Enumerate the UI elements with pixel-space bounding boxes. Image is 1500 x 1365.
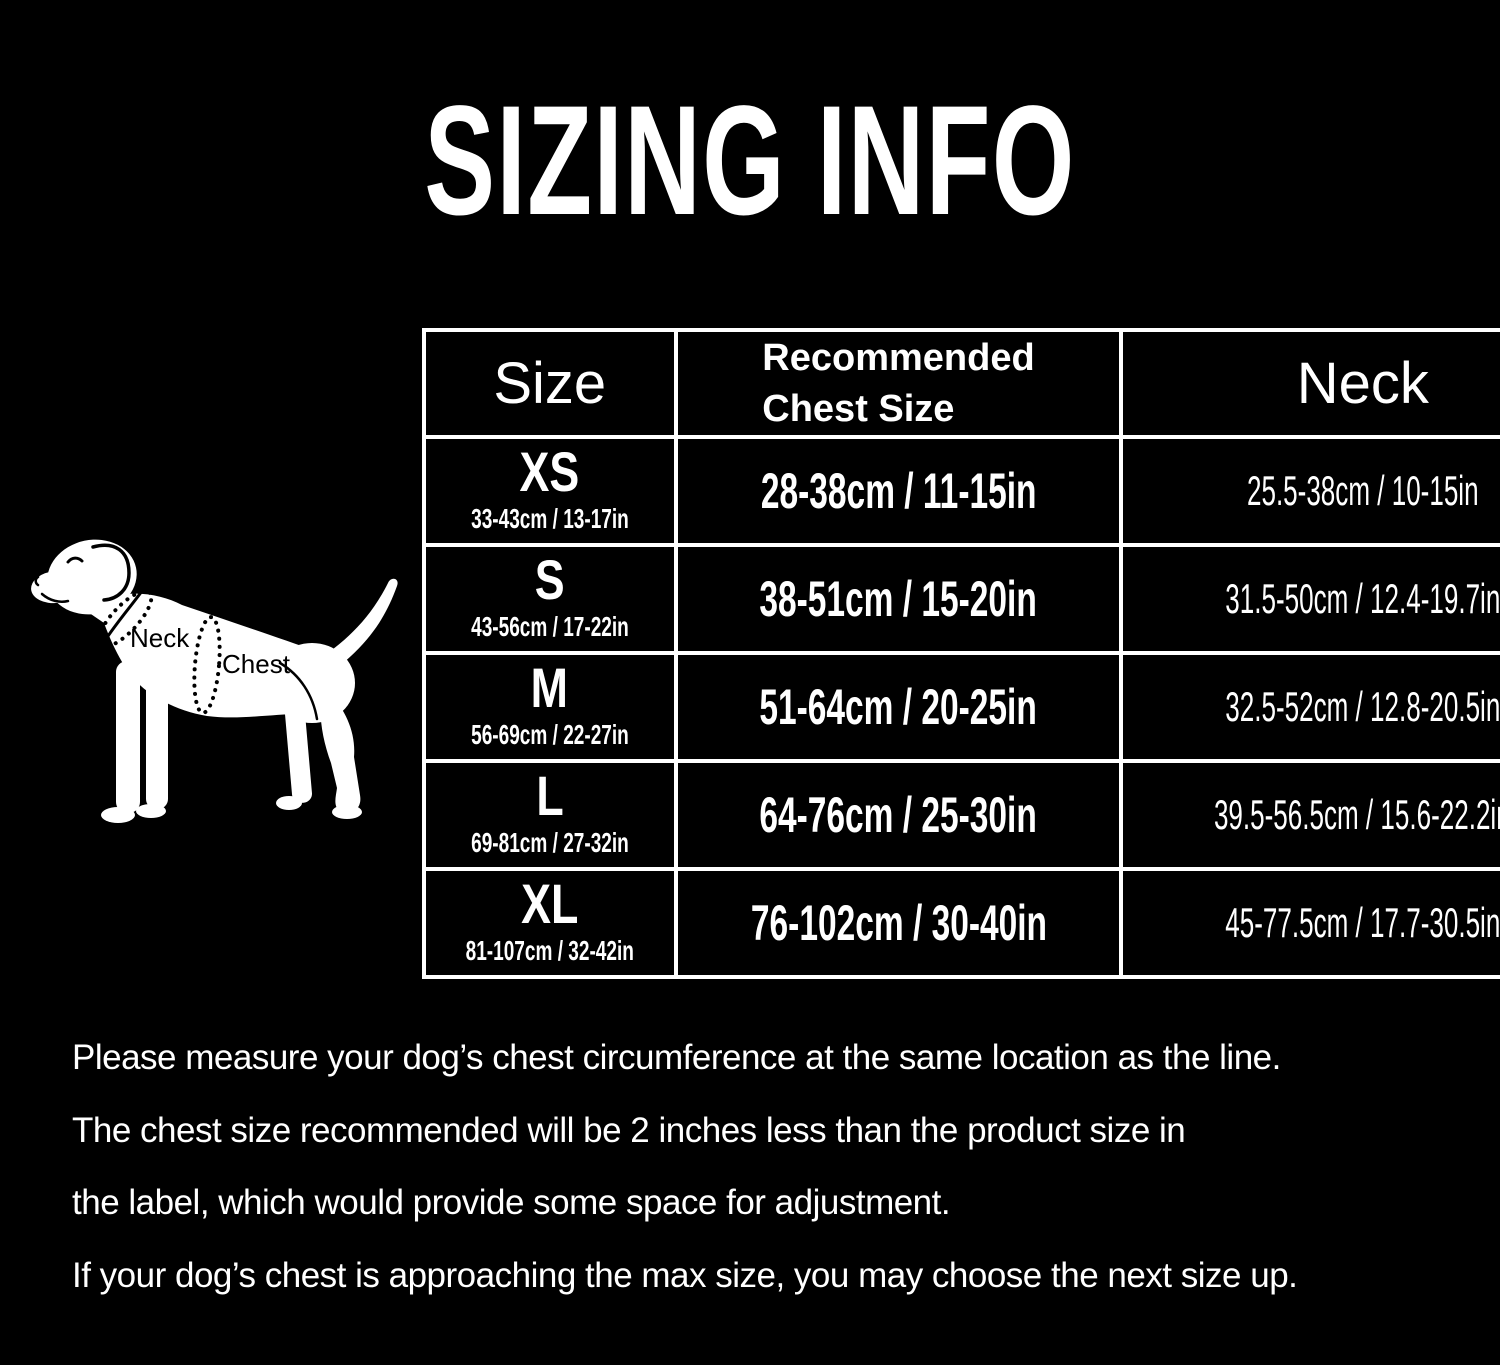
dog-rear-paw <box>332 805 362 819</box>
size-letter: L <box>536 764 564 828</box>
neck-measure-dotted-line <box>96 589 154 649</box>
cell-chest: 76-102cm / 30-40in <box>673 867 1124 979</box>
size-letter: M <box>531 656 569 720</box>
dog-thigh-line <box>278 661 319 721</box>
chest-measure-dotted-line <box>192 615 222 715</box>
table-row-s: S 43-56cm / 17-22in 38-51cm / 15-20in 31… <box>422 543 1500 655</box>
chest-value: 51-64cm / 20-25in <box>759 679 1038 735</box>
header-chest-label: Recommended Chest Size <box>762 333 1034 433</box>
header-size: Size <box>422 328 678 439</box>
cell-chest: 51-64cm / 20-25in <box>673 651 1124 763</box>
header-chest-line2: Chest Size <box>762 387 955 430</box>
cell-neck: 45-77.5cm / 17.7-30.5in <box>1119 867 1500 979</box>
note-line-2: The chest size recommended will be 2 inc… <box>72 1110 1186 1150</box>
dog-ear-line <box>91 543 131 602</box>
table-row-xl: XL 81-107cm / 32-42in 76-102cm / 30-40in… <box>422 867 1500 979</box>
note-line-3: the label, which would provide some spac… <box>72 1183 951 1223</box>
size-range: 43-56cm / 17-22in <box>470 610 629 642</box>
neck-value: 39.5-56.5cm / 15.6-22.2in <box>1214 791 1500 838</box>
dog-silhouette <box>31 539 398 823</box>
note-line-1: Please measure your dog’s chest circumfe… <box>72 1038 1281 1077</box>
chest-value: 64-76cm / 25-30in <box>759 787 1038 843</box>
cell-size: XS 33-43cm / 13-17in <box>422 435 678 547</box>
dog-front-paw <box>101 807 135 823</box>
note-line-4: If your dog’s chest is approaching the m… <box>72 1255 1298 1295</box>
dog-measurement-diagram: Neck Chest <box>30 535 415 835</box>
header-neck-label: Neck <box>1296 351 1429 416</box>
dog-tail <box>328 578 398 669</box>
cell-neck: 32.5-52cm / 12.8-20.5in <box>1119 651 1500 763</box>
cell-size: XL 81-107cm / 32-42in <box>422 867 678 979</box>
cell-size: S 43-56cm / 17-22in <box>422 543 678 655</box>
measurement-lines <box>96 589 222 715</box>
dog-rear-leg <box>320 693 361 813</box>
cell-size: M 56-69cm / 22-27in <box>422 651 678 763</box>
size-range: 33-43cm / 13-17in <box>470 502 629 534</box>
cell-neck: 25.5-38cm / 10-15in <box>1119 435 1500 547</box>
dog-mouth-line <box>40 592 70 603</box>
header-neck: Neck <box>1119 328 1500 439</box>
dog-front-leg <box>116 661 140 813</box>
cell-size: L 69-81cm / 27-32in <box>422 759 678 871</box>
chest-label: Chest <box>222 649 291 679</box>
neck-value: 31.5-50cm / 12.4-19.7in <box>1225 575 1500 622</box>
dog-front-leg-far <box>146 665 168 809</box>
table-header-row: Size Recommended Chest Size Neck <box>422 328 1500 439</box>
header-chest: Recommended Chest Size <box>673 328 1124 439</box>
dog-front-paw-far <box>136 804 166 818</box>
size-range: 69-81cm / 27-32in <box>470 826 629 858</box>
cell-neck: 31.5-50cm / 12.4-19.7in <box>1119 543 1500 655</box>
neck-value: 25.5-38cm / 10-15in <box>1246 467 1479 514</box>
dog-leg-separation-line <box>141 697 146 803</box>
size-letter: XL <box>521 872 579 936</box>
chest-value: 76-102cm / 30-40in <box>750 895 1047 951</box>
chest-value: 28-38cm / 11-15in <box>760 463 1037 519</box>
neck-value: 45-77.5cm / 17.7-30.5in <box>1225 899 1500 946</box>
header-chest-line1: Recommended <box>762 337 1035 380</box>
dog-eye <box>66 556 84 564</box>
dog-illustration: Neck Chest <box>31 539 398 823</box>
header-size-label: Size <box>493 351 607 416</box>
size-range: 56-69cm / 22-27in <box>470 718 629 750</box>
cell-chest: 38-51cm / 15-20in <box>673 543 1124 655</box>
sizing-table: Size Recommended Chest Size Neck XS 33-4… <box>422 328 1500 979</box>
table-row-l: L 69-81cm / 27-32in 64-76cm / 25-30in 39… <box>422 759 1500 871</box>
neck-value: 32.5-52cm / 12.8-20.5in <box>1225 683 1500 730</box>
page-title-text: SIZING INFO <box>424 74 1076 248</box>
dog-rear-paw-far <box>276 796 302 810</box>
dog-rear-leg-far <box>283 693 313 803</box>
cell-chest: 64-76cm / 25-30in <box>673 759 1124 871</box>
sizing-notes: Please measure your dog’s chest circumfe… <box>72 1022 1462 1312</box>
cell-chest: 28-38cm / 11-15in <box>673 435 1124 547</box>
table-row-xs: XS 33-43cm / 13-17in 28-38cm / 11-15in 2… <box>422 435 1500 547</box>
chest-value: 38-51cm / 15-20in <box>759 571 1038 627</box>
cell-neck: 39.5-56.5cm / 15.6-22.2in <box>1119 759 1500 871</box>
page-title: SIZING INFO <box>0 83 1500 239</box>
neck-label: Neck <box>130 623 190 653</box>
table-row-m: M 56-69cm / 22-27in 51-64cm / 20-25in 32… <box>422 651 1500 763</box>
size-letter: XS <box>519 440 580 504</box>
dog-nostril <box>34 575 40 587</box>
size-range: 81-107cm / 32-42in <box>465 934 634 966</box>
size-letter: S <box>534 548 565 612</box>
